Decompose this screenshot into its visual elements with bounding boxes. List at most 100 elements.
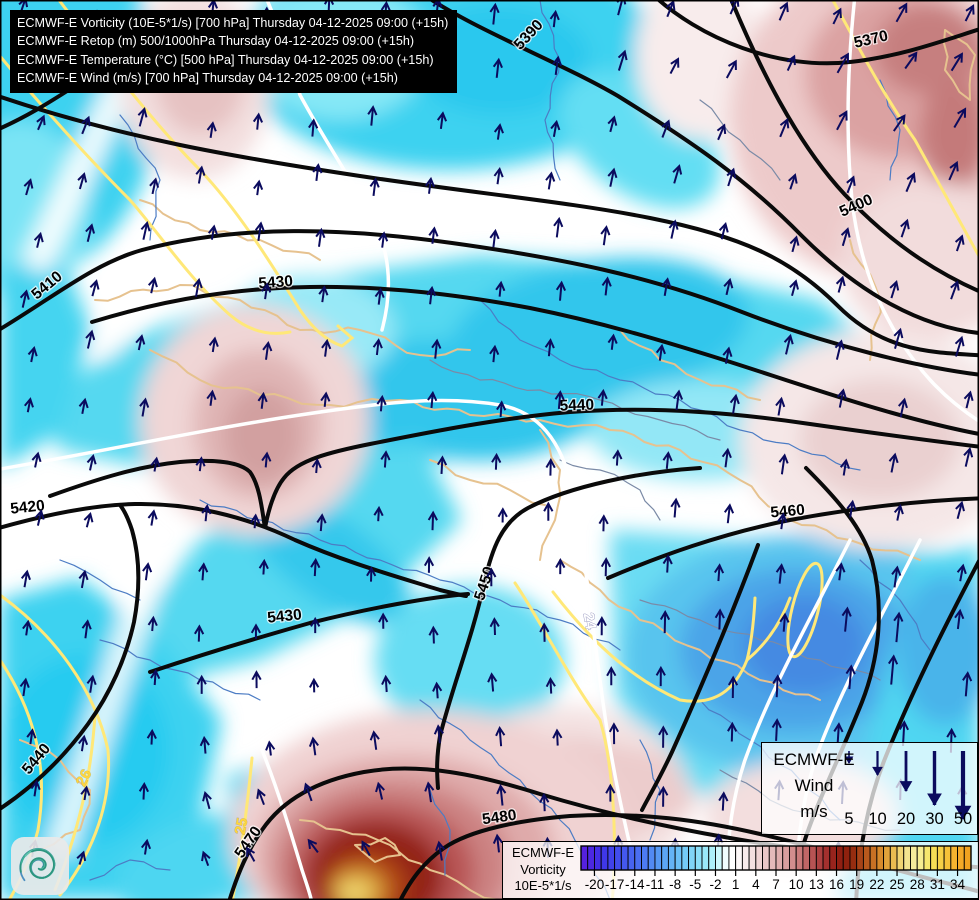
vorticity-legend-units: 10E-5*1/s [514, 878, 572, 893]
wind-arrow [207, 224, 218, 240]
colorbar-tick-label: -14 [625, 877, 645, 892]
wind-arrow [665, 0, 676, 18]
colorbar-ticks: -20 -17 -14 -11 -8 -5 -2 1 4 7 10 13 16 19 22 25 28 31 34 [585, 870, 966, 892]
wind-arrow [846, 499, 857, 518]
wind-arrow [250, 513, 261, 529]
wind-arrow [318, 285, 329, 303]
wind-arrow [771, 718, 782, 741]
wind-arrow [963, 390, 974, 409]
wind-arrow [428, 226, 439, 244]
wind-arrow [81, 115, 91, 135]
wind-arrow [953, 107, 967, 129]
wind-arrow [608, 722, 620, 745]
wind-arrow [308, 736, 319, 756]
wind-arrow [612, 449, 623, 466]
colorbar-tick-label: 13 [809, 877, 824, 892]
wind-arrow [956, 563, 967, 582]
wind-arrow [836, 388, 847, 408]
wind-arrow [20, 569, 31, 588]
wind-arrow [840, 227, 851, 247]
wind-arrow [778, 1, 789, 21]
wind-legend-units: m/s [800, 802, 828, 821]
wind-arrow [772, 674, 783, 698]
wind-arrow [303, 782, 313, 802]
title-line: ECMWF-E Retop (m) 500/1000hPa Thursday 0… [17, 34, 415, 49]
wind-arrow [78, 569, 89, 589]
wind-arrow [841, 606, 852, 632]
wind-arrow [22, 619, 33, 636]
wind-arrow [964, 4, 975, 22]
wind-arrow [426, 285, 437, 305]
colorbar-tick-label: 34 [950, 877, 966, 892]
wind-arrow [718, 791, 729, 811]
wind-arrow [261, 451, 272, 468]
wind-arrow [597, 388, 608, 406]
wind-arrow [436, 111, 448, 130]
title-box: ECMWF-E Vorticity (10E-5*1/s) [700 hPa] … [10, 10, 458, 93]
wind-arrow [788, 173, 798, 190]
wind-arrow [600, 225, 611, 246]
wind-arrow [492, 57, 503, 78]
wind-arrow [19, 677, 30, 697]
wind-arrow [713, 563, 725, 582]
wind-arrow [496, 400, 507, 417]
wind-arrow [137, 107, 148, 127]
wind-legend-param: Wind [794, 776, 834, 795]
wind-arrow [366, 566, 377, 582]
wind-arrow [146, 728, 157, 745]
wind-arrow [252, 112, 264, 130]
wind-arrow [139, 397, 150, 417]
wind-arrow [729, 393, 740, 414]
wind-arrow [251, 670, 262, 689]
wind-arrow [427, 510, 438, 531]
wind-arrow [258, 558, 269, 575]
contour-label: 25 [232, 817, 252, 836]
wind-arrow [367, 105, 378, 126]
wind-arrow [777, 512, 788, 530]
colorbar-tick-label: -11 [646, 877, 665, 892]
wind-arrow [607, 333, 618, 350]
wind-arrow [716, 123, 727, 141]
spiral-logo-icon [19, 847, 56, 882]
wind-arrow [714, 608, 725, 630]
wind-arrow [950, 52, 963, 72]
wind-arrow [726, 167, 737, 187]
wind-arrow [201, 850, 211, 867]
colorbar-tick-label: -2 [709, 877, 721, 892]
wind-arrow [206, 389, 217, 406]
wind-arrow [257, 391, 268, 409]
wind-arrow [23, 178, 34, 196]
wind-legend-title: ECMWF-E [773, 750, 855, 769]
wind-legend-speed: 20 [897, 810, 915, 828]
wind-arrow [718, 222, 729, 240]
wind-arrow [140, 838, 152, 855]
wind-arrow [727, 721, 738, 742]
wind-arrow [659, 610, 671, 634]
wind-arrow [893, 503, 904, 521]
wind-arrow [775, 396, 786, 416]
wind-arrow [433, 724, 444, 744]
wind-arrow [195, 456, 206, 472]
wind-arrow [23, 397, 34, 413]
wind-arrow [436, 455, 448, 474]
wind-arrow [545, 171, 556, 190]
wind-arrow [669, 57, 680, 75]
wind-arrow [905, 172, 916, 193]
wind-arrow [489, 617, 500, 636]
contour-label: 24 [580, 612, 600, 632]
wind-arrow [311, 457, 322, 474]
wind-arrow [150, 456, 161, 472]
wind-arrow [775, 563, 786, 584]
wind-arrow [962, 671, 973, 697]
wind-arrow [31, 451, 42, 468]
wind-arrow [321, 338, 332, 357]
wind-arrow [320, 391, 331, 407]
wind-arrow [672, 389, 684, 411]
provider-logo [11, 837, 69, 895]
wind-arrow [661, 277, 672, 296]
wind-arrow [19, 289, 30, 308]
wind-arrow [265, 740, 276, 756]
wind-arrow [310, 557, 321, 577]
wind-arrow [955, 500, 965, 520]
